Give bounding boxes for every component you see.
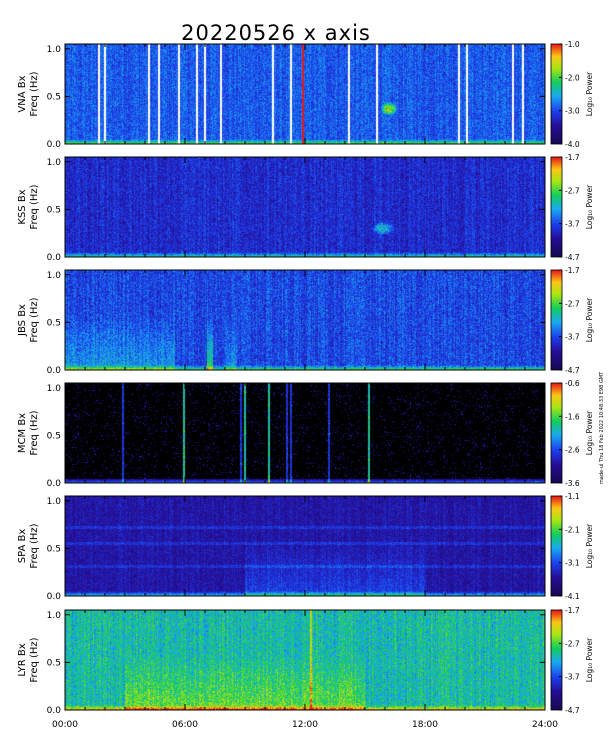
colorbar-frame	[550, 269, 563, 371]
colorbar	[551, 610, 562, 710]
x-axis: 00:00 06:00 12:00 18:00 24:00	[52, 720, 558, 730]
panel-lyr: 0.0 0.5 1.0 LYR Bx Freq (Hz) -1.7 -2.7 -3.7 -4.7…	[17, 606, 594, 716]
freq-axis-label: Freq (Hz)	[29, 297, 40, 342]
colorbar-tick-label: -4.7	[565, 253, 580, 262]
station-label: KSS Bx	[17, 189, 28, 224]
colorbar-tick-label: -2.7	[565, 186, 580, 195]
colorbar-label: Log₁₀ Power	[585, 71, 594, 116]
colorbar	[551, 270, 562, 370]
freq-axis-label: Freq (Hz)	[29, 637, 40, 682]
colorbar-tick-label: -0.6	[565, 379, 580, 388]
colorbar-tick-label: -1.7	[565, 606, 580, 615]
freq-axis-label: Freq (Hz)	[29, 410, 40, 455]
y-tick-label: 0.0	[47, 592, 62, 602]
colorbar-label: Log₁₀ Power	[585, 184, 594, 229]
colorbar	[551, 496, 562, 596]
figure-title: 20220526 x axis	[181, 21, 371, 45]
x-tick-label: 12:00	[292, 720, 318, 730]
colorbar-tick-label: -2.6	[565, 446, 580, 455]
colorbar-tick-label: -3.7	[565, 673, 580, 682]
panel-mcm: 0.0 0.5 1.0 MCM Bx Freq (Hz) -0.6 -1.6 -2.6 -3.6…	[17, 379, 594, 489]
heatmap-image	[65, 157, 545, 257]
y-tick-label: 0.0	[47, 479, 62, 489]
colorbar-frame	[550, 609, 563, 711]
colorbar-tick-label: -4.1	[565, 592, 580, 601]
y-tick-label: 0.5	[47, 431, 61, 441]
x-tick-label: 18:00	[412, 720, 438, 730]
colorbar-tick-label: -1.1	[565, 492, 580, 501]
panel-vna: 0.0 0.5 1.0 VNA Bx Freq (Hz) -1.0 -2.0 -3.0 -4.0…	[17, 40, 594, 150]
y-tick-label: 0.0	[47, 253, 62, 263]
y-tick-label: 0.0	[47, 140, 62, 150]
heatmap-image	[65, 44, 545, 144]
freq-axis-label: Freq (Hz)	[29, 71, 40, 116]
colorbar-tick-label: -3.7	[565, 220, 580, 229]
y-tick-label: 1.0	[47, 611, 62, 621]
station-label: MCM Bx	[17, 413, 28, 453]
colorbar-frame	[550, 43, 563, 145]
colorbar	[551, 383, 562, 483]
station-label: SPA Bx	[17, 529, 28, 564]
colorbar-tick-label: -1.6	[565, 412, 580, 421]
colorbar-label: Log₁₀ Power	[585, 523, 594, 568]
colorbar-label: Log₁₀ Power	[585, 410, 594, 455]
freq-axis-label: Freq (Hz)	[29, 523, 40, 568]
colorbar-label: Log₁₀ Power	[585, 637, 594, 682]
colorbar-frame	[550, 382, 563, 484]
colorbar-tick-label: -3.0	[565, 107, 580, 116]
colorbar-tick-label: -2.0	[565, 73, 580, 82]
colorbar-tick-label: -2.7	[565, 299, 580, 308]
colorbar-frame	[550, 495, 563, 597]
heatmap-image	[65, 383, 545, 483]
y-tick-label: 1.0	[47, 384, 62, 394]
y-tick-label: 1.0	[47, 497, 62, 507]
station-label: LYR Bx	[17, 643, 28, 676]
y-tick-label: 1.0	[47, 271, 62, 281]
y-tick-label: 0.5	[47, 318, 61, 328]
station-label: JBS Bx	[17, 304, 28, 337]
panel-spa: 0.0 0.5 1.0 SPA Bx Freq (Hz) -1.1 -2.1 -3.1 -4.1…	[17, 492, 594, 602]
colorbar-tick-label: -1.7	[565, 153, 580, 162]
colorbar	[551, 44, 562, 144]
y-tick-label: 1.0	[47, 45, 62, 55]
y-tick-label: 0.5	[47, 92, 61, 102]
colorbar-tick-label: -4.7	[565, 706, 580, 715]
colorbar-frame	[550, 156, 563, 258]
panel-kss: 0.0 0.5 1.0 KSS Bx Freq (Hz) -1.7 -2.7 -3.7 -4.7…	[17, 153, 594, 263]
colorbar-label: Log₁₀ Power	[585, 297, 594, 342]
colorbar-tick-label: -1.0	[565, 40, 580, 49]
colorbar-tick-label: -1.7	[565, 266, 580, 275]
y-tick-label: 0.0	[47, 706, 62, 716]
freq-axis-label: Freq (Hz)	[29, 184, 40, 229]
colorbar	[551, 157, 562, 257]
colorbar-tick-label: -4.7	[565, 366, 580, 375]
y-tick-label: 0.0	[47, 366, 62, 376]
side-note: made-ul Thu 18 Feb 2022 10:48:33 E98 GMT	[599, 371, 605, 484]
y-tick-label: 1.0	[47, 158, 62, 168]
x-tick-label: 24:00	[532, 720, 558, 730]
station-label: VNA Bx	[17, 75, 28, 112]
heatmap-image	[65, 270, 545, 370]
y-tick-label: 0.5	[47, 205, 61, 215]
y-tick-label: 0.5	[47, 658, 61, 668]
heatmap-image	[65, 496, 545, 596]
panel-jbs: 0.0 0.5 1.0 JBS Bx Freq (Hz) -1.7 -2.7 -3.7 -4.7…	[17, 266, 594, 376]
heatmap-image	[65, 610, 545, 710]
colorbar-tick-label: -4.0	[565, 140, 580, 149]
x-tick-label: 00:00	[52, 720, 78, 730]
colorbar-tick-label: -3.1	[565, 559, 580, 568]
colorbar-tick-label: -2.1	[565, 525, 580, 534]
y-tick-label: 0.5	[47, 544, 61, 554]
x-tick-label: 06:00	[172, 720, 198, 730]
colorbar-tick-label: -3.7	[565, 333, 580, 342]
colorbar-tick-label: -2.7	[565, 639, 580, 648]
colorbar-tick-label: -3.6	[565, 479, 580, 488]
